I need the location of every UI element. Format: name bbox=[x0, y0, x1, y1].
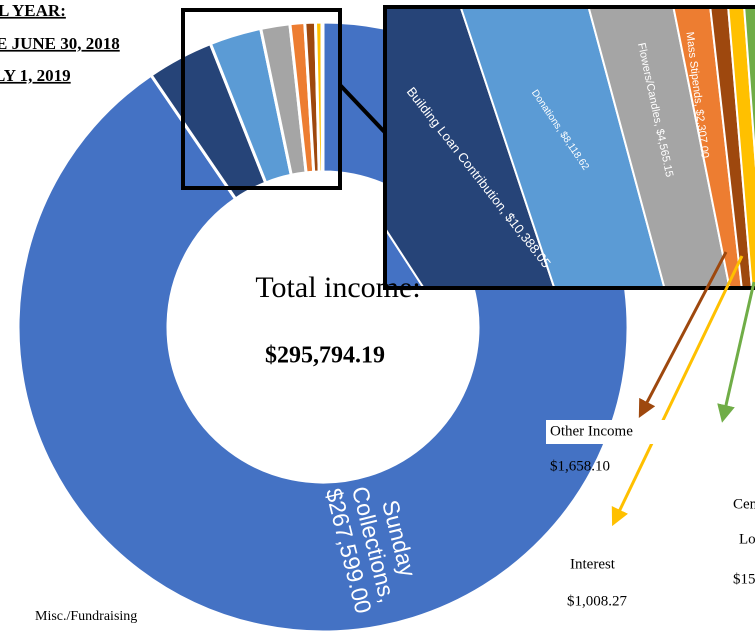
inset: Building Loan Contribution, $10,388.05Do… bbox=[385, 7, 755, 288]
donut-slice bbox=[320, 20, 325, 174]
inset-stripe bbox=[385, 7, 556, 288]
center-label: Total income: bbox=[255, 271, 420, 304]
inset-stripe bbox=[743, 7, 755, 168]
callout-arrow bbox=[611, 255, 744, 527]
inset-stripe bbox=[587, 7, 731, 288]
callout-label: Lot Sales bbox=[739, 531, 755, 547]
zoom-box bbox=[181, 8, 342, 190]
center-total: $295,794.19 bbox=[265, 343, 385, 369]
title-block: L YEAR: E JUNE 30, 2018 LY 1, 2019 bbox=[0, 1, 120, 85]
callout-label: $150.00 bbox=[733, 571, 755, 587]
callout-label: $1,658.10 bbox=[550, 458, 610, 474]
inset-frame bbox=[383, 5, 755, 290]
inset-stripe bbox=[459, 7, 666, 288]
inset-stripe bbox=[727, 7, 755, 288]
title-line: E JUNE 30, 2018 bbox=[0, 34, 120, 53]
inset-stripe bbox=[709, 7, 753, 288]
callout-bg bbox=[546, 420, 666, 444]
callout-label: $1,008.27 bbox=[567, 593, 628, 609]
annotation: Misc./Fundraising bbox=[35, 609, 137, 624]
callout-label: Interest bbox=[570, 556, 616, 572]
callout-arrow bbox=[638, 251, 728, 418]
title-line: L YEAR: bbox=[0, 1, 66, 20]
title-line: LY 1, 2019 bbox=[0, 66, 71, 85]
callout-label: Other Income bbox=[550, 423, 633, 439]
callout-label: Cemetery bbox=[733, 496, 755, 512]
callout-arrow bbox=[717, 281, 755, 423]
inset-stripe bbox=[672, 7, 743, 288]
